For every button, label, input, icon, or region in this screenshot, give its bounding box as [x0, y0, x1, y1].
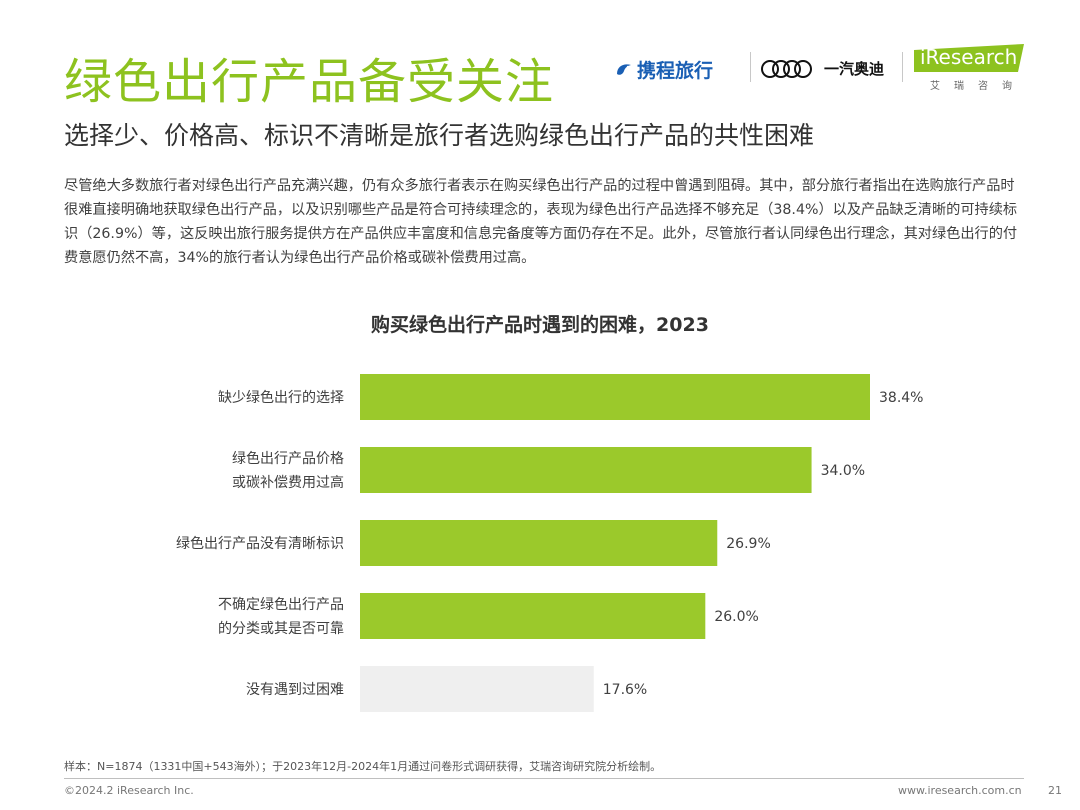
value-label-5: 17.6%: [603, 682, 647, 698]
bar-2: [360, 447, 812, 493]
intro-paragraph: 尽管绝大多数旅行者对绿色出行产品充满兴趣，仍有众多旅行者表示在购买绿色出行产品的…: [64, 178, 1018, 266]
copyright: ©2024.2 iResearch Inc.: [64, 784, 194, 797]
category-label-4: 的分类或其是否可靠: [218, 621, 344, 637]
faw-audi-logo-text: 一汽奥迪: [824, 60, 885, 78]
logo-bar: 携程旅行 一汽奥迪 iResearch 艾瑞咨询: [610, 42, 1030, 98]
faw-audi-logo: 一汽奥迪: [760, 58, 884, 79]
audi-rings-icon: [761, 59, 812, 78]
category-label-2: 或碳补偿费用过高: [232, 474, 344, 491]
category-label-3: 绿色出行产品没有清晰标识: [176, 535, 344, 552]
website-url: www.iresearch.com.cn: [898, 784, 1022, 797]
iresearch-logo: iResearch 艾瑞咨询: [910, 42, 1028, 98]
footer-divider: [64, 778, 1024, 779]
bar-3: [360, 520, 718, 566]
iresearch-logo-text: iResearch: [920, 45, 1018, 69]
category-label-2: 绿色出行产品价格: [232, 450, 344, 467]
category-label-5: 没有遇到过困难: [246, 682, 344, 698]
logo-divider: [750, 52, 751, 82]
ctrip-logo-text: 携程旅行: [637, 60, 714, 82]
bar-4: [360, 593, 706, 639]
iresearch-logo-cn: 艾瑞咨询: [930, 81, 1026, 92]
bar-1: [360, 374, 870, 420]
value-label-3: 26.9%: [726, 536, 770, 552]
page-title: 绿色出行产品备受关注: [64, 54, 555, 110]
value-label-4: 26.0%: [714, 609, 758, 625]
bar-chart: 38.4% 缺少绿色出行的选择 34.0% 绿色出行产品价格或碳补偿费用过高 26.9%…: [176, 374, 923, 712]
page-number: 21: [1048, 784, 1062, 797]
ctrip-dolphin-icon: [617, 63, 631, 75]
source-note: 样本：N=1874（1331中国+543海外）；于2023年12月-2024年1…: [64, 760, 662, 773]
logo-divider: [902, 52, 903, 82]
category-label-4: 不确定绿色出行产品: [218, 596, 344, 613]
value-label-1: 38.4%: [879, 390, 923, 406]
page-subtitle: 选择少、价格高、标识不清晰是旅行者选购绿色出行产品的共性困难: [64, 121, 815, 150]
bar-5: [360, 666, 594, 712]
ctrip-logo: 携程旅行: [614, 56, 713, 83]
value-label-2: 34.0%: [821, 463, 865, 479]
chart-title: 购买绿色出行产品时遇到的困难，2023: [371, 314, 709, 336]
iresearch-banner-shape: [914, 44, 1024, 72]
category-label-1: 缺少绿色出行的选择: [218, 389, 344, 406]
